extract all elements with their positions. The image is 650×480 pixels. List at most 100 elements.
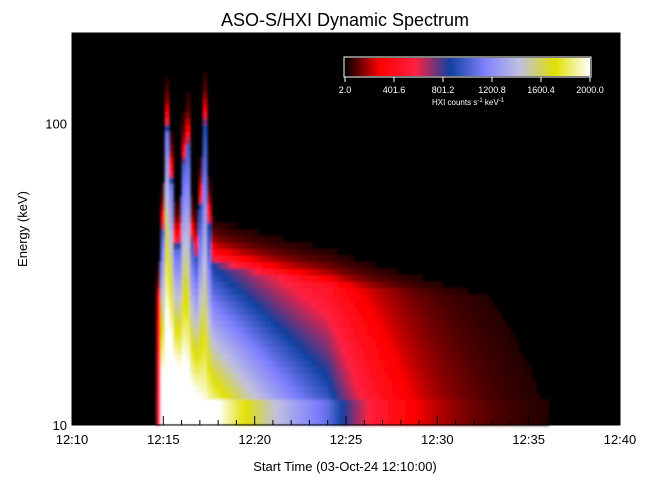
heatmap-cell [240,229,246,237]
heatmap-cell [379,340,385,348]
heatmap-cell [177,353,183,361]
heatmap-cell [291,261,297,269]
heatmap-cell [223,235,229,243]
heatmap-cell [383,294,389,302]
heatmap-cell [240,392,246,400]
heatmap-cell [223,398,229,406]
heatmap-cell [257,359,263,367]
heatmap-cell [442,313,448,322]
heatmap-cell [346,340,351,348]
heatmap-cell [244,313,250,322]
heatmap-cell [430,307,436,315]
heatmap-cell [244,300,250,308]
heatmap-cell [468,411,474,420]
heatmap-cell [312,392,318,400]
heatmap-cell [202,366,208,374]
heatmap-cell [485,327,490,335]
heatmap-cell [164,366,170,374]
heatmap-cell [447,327,452,335]
heatmap-cell [299,248,305,256]
heatmap-cell [324,327,330,335]
heatmap-cell [194,268,200,276]
heatmap-cell [379,366,385,374]
heatmap-cell [337,418,343,426]
heatmap-cell [329,333,334,341]
heatmap-cell [480,346,486,354]
heatmap-cell [265,411,271,420]
heatmap-cell [358,405,364,413]
heatmap-cell [497,405,503,413]
heatmap-cell [295,366,301,374]
heatmap-cell [405,379,410,387]
heatmap-cell [392,418,398,426]
heatmap-cell [156,379,162,387]
heatmap-cell [358,287,364,295]
heatmap-cell [464,418,469,426]
heatmap-cell [236,320,242,328]
heatmap-cell [232,346,237,354]
heatmap-cell [329,313,334,322]
heatmap-cell [421,366,427,374]
heatmap-cell [177,359,183,367]
heatmap-cell [270,340,275,348]
heatmap-cell [211,281,216,289]
heatmap-cell [506,392,511,400]
heatmap-cell [156,346,162,354]
heatmap-cell [506,359,511,367]
heatmap-cell [253,229,259,237]
heatmap-cell [177,327,183,335]
heatmap-cell [489,307,495,315]
heatmap-cell [434,353,440,361]
heatmap-cell [485,392,490,400]
heatmap-cell [341,366,347,374]
heatmap-cell [278,268,284,276]
heatmap-cell [396,392,402,400]
heatmap-cell [531,411,537,420]
heatmap-cell [447,307,452,315]
heatmap-cell [227,307,233,315]
heatmap-cell [282,411,288,420]
heatmap-cell [227,281,233,289]
heatmap-cell [291,294,297,302]
heatmap-cell [472,405,478,413]
heatmap-cell [265,359,271,367]
heatmap-cell [160,274,166,282]
heatmap-cell [379,372,385,380]
heatmap-cell [253,372,259,380]
heatmap-cell [506,366,511,374]
heatmap-cell [362,372,368,380]
heatmap-cell [232,307,237,315]
heatmap-cell [202,144,208,152]
heatmap-cell [286,320,292,328]
heatmap-cell [324,294,330,302]
heatmap-cell [451,372,457,380]
heatmap-cell [485,300,490,308]
heatmap-cell [274,346,280,354]
heatmap-cell [202,353,208,361]
heatmap-cell [190,320,195,328]
heatmap-cell [438,340,444,348]
heatmap-cell [400,418,406,426]
heatmap-cell [320,411,326,420]
heatmap-cell [261,327,267,335]
heatmap-cell [417,294,423,302]
heatmap-cell [480,313,486,322]
heatmap-cell [177,242,183,250]
heatmap-cell [286,307,292,315]
heatmap-cell [480,307,486,315]
colorbar-label-sup2: -1 [499,98,505,104]
heatmap-cell [206,353,212,361]
heatmap-cell [257,366,263,374]
heatmap-cell [535,411,541,420]
heatmap-cell [350,411,356,420]
heatmap-cell [168,372,174,380]
heatmap-cell [185,189,191,197]
heatmap-cell [434,398,440,406]
heatmap-cell [286,281,292,289]
heatmap-cell [206,411,212,420]
heatmap-cell [206,222,212,230]
heatmap-cell [244,385,250,393]
heatmap-cell [329,268,334,276]
heatmap-cell [236,392,242,400]
heatmap-cell [160,327,166,335]
